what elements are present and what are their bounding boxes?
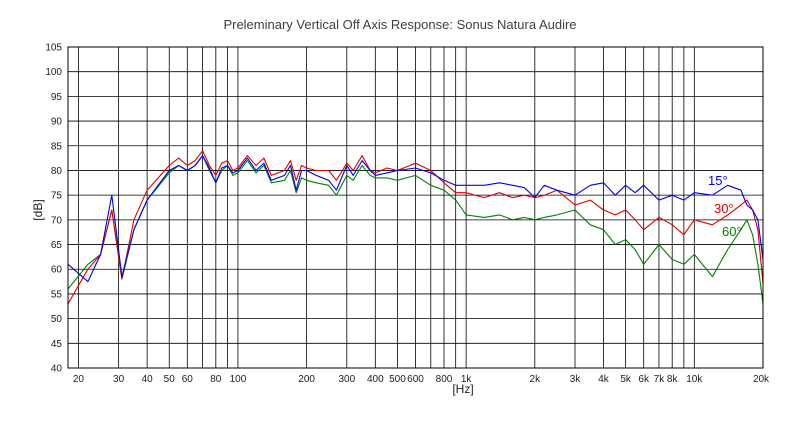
x-axis-label: [Hz] [452,382,473,396]
x-tick-label: 200 [298,374,315,385]
y-tick-label: 70 [51,215,63,226]
legend-label-60: 60° [722,224,742,239]
x-tick-label: 8k [667,374,679,385]
legend-label-30: 30° [714,201,734,216]
x-tick-label: 20 [73,374,85,385]
chart-title: Preleminary Vertical Off Axis Response: … [223,17,577,32]
x-tick-label: 50 [164,374,176,385]
y-tick-label: 65 [51,240,63,251]
y-tick-label: 45 [51,339,63,350]
series-layer [67,150,764,305]
y-tick-label: 80 [51,166,63,177]
y-tick-label: 55 [51,289,63,300]
x-tick-label: 6k [638,374,650,385]
plot-frame [67,46,764,369]
x-tick-label: 600 [407,374,424,385]
x-tick-label: 1k [461,374,473,385]
x-tick-label: 800 [436,374,453,385]
legend-label-15: 15° [708,173,728,188]
x-tick-label: 2k [530,374,542,385]
series-line-15 [67,155,764,283]
y-tick-label: 60 [51,265,63,276]
y-tick-label: 85 [51,141,63,152]
y-tick-labels: 40 45 50 55 60 65 70 75 80 85 90 95 100 105 [45,43,62,375]
x-tick-label: 80 [210,374,222,385]
x-tick-label: 10k [686,374,703,385]
legend: 15° 30° 60° [708,173,742,239]
y-tick-label: 90 [51,117,63,128]
x-tick-label: 40 [142,374,154,385]
x-tick-label: 20k [753,374,770,385]
x-tick-label: 30 [113,374,125,385]
y-tick-label: 50 [51,314,63,325]
x-tick-label: 4k [598,374,610,385]
x-tick-label: 300 [338,374,355,385]
y-tick-label: 75 [51,191,63,202]
y-tick-label: 95 [51,92,63,103]
x-tick-labels: 20 30 40 50 60 80 100 200 300 400 500 600 800 1k 2k 3k 4… [73,374,770,385]
x-tick-label: 500 [389,374,406,385]
x-tick-label: 5k [620,374,632,385]
x-tick-label: 400 [367,374,384,385]
grid [68,46,764,369]
y-tick-label: 40 [51,364,63,375]
y-tick-label: 100 [45,67,62,78]
x-tick-label: 7k [654,374,666,385]
y-tick-label: 105 [45,43,62,54]
y-axis-label: [dB] [31,199,45,220]
x-tick-label: 100 [230,374,247,385]
x-tick-label: 60 [182,374,194,385]
x-tick-label: 3k [570,374,582,385]
